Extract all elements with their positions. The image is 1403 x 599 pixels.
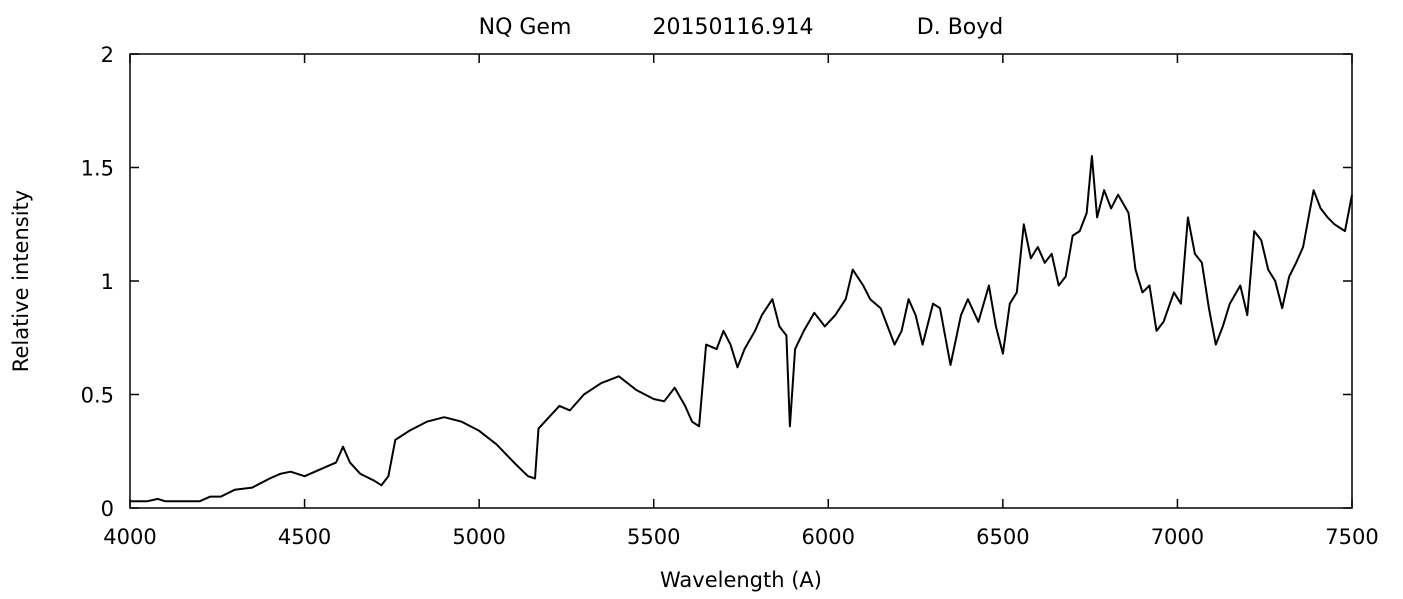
x-tick-label: 7500 [1325,525,1378,549]
plot-frame [129,53,1353,509]
x-tick-label: 5000 [452,525,505,549]
x-tick-label: 7000 [1151,525,1204,549]
x-tick-label: 5500 [627,525,680,549]
title-observer: D. Boyd [917,15,1003,40]
chart-title: NQ Gem 20150116.914 D. Boyd [479,15,1004,40]
x-tick-label: 4000 [103,525,156,549]
title-object: NQ Gem [479,15,572,40]
y-tick-label: 0.5 [81,384,114,408]
title-date: 20150116.914 [653,15,814,40]
y-axis: 0 0.5 1 1.5 2 [81,43,1352,521]
y-tick-label: 1.5 [81,157,114,181]
x-axis: 4000 4500 5000 5500 6000 6500 7000 7500 [103,54,1379,549]
spectrum-series-line [130,155,1353,503]
x-tick-label: 4500 [278,525,331,549]
y-tick-label: 0 [101,497,114,521]
x-tick-label: 6000 [802,525,855,549]
x-tick-label: 6500 [976,525,1029,549]
y-tick-label: 2 [101,43,114,67]
y-tick-label: 1 [101,270,114,294]
x-axis-label: Wavelength (A) [660,568,822,592]
y-axis-label: Relative intensity [9,190,33,372]
